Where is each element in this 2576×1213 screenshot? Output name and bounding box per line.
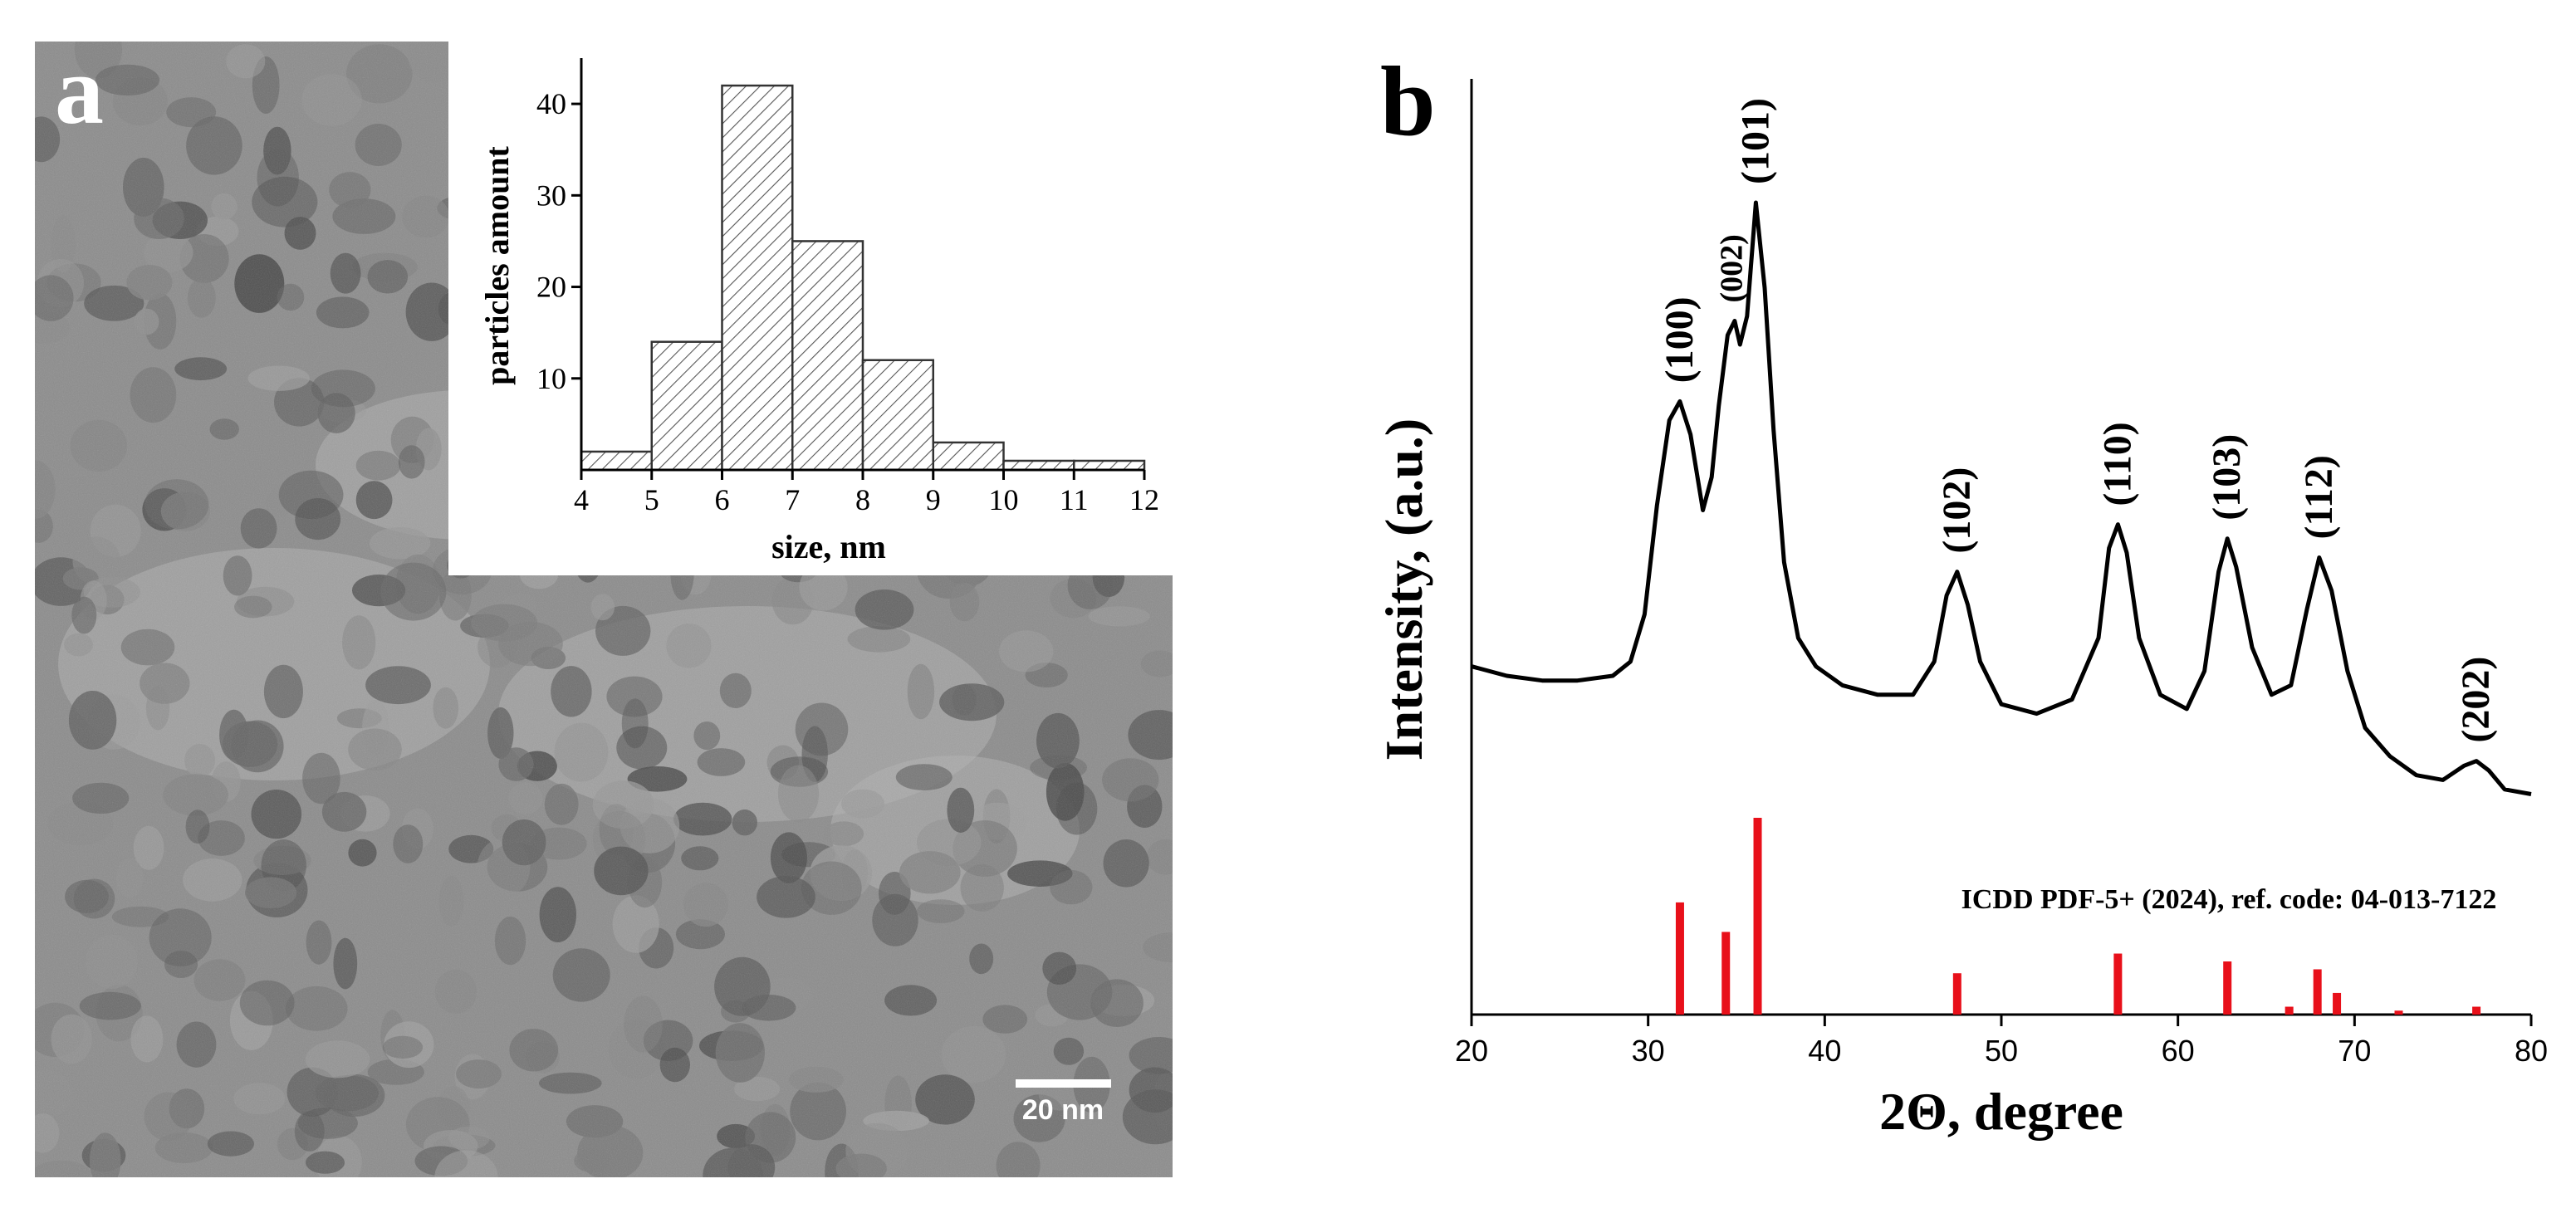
- reference-lines: [1675, 818, 2481, 1015]
- xrd-x-ticks: 20 30 40 50 60 70 80: [1455, 1015, 2548, 1068]
- histogram-bar: [580, 450, 653, 472]
- hist-x-label: size, nm: [771, 528, 886, 565]
- peak-label: (110): [2095, 422, 2139, 506]
- reference-line: [1721, 932, 1731, 1015]
- peak-labels: (100) (002) (101) (102) (110) (103) (112) (202): [1658, 98, 2498, 743]
- xrd-x-tick-label: 60: [2162, 1034, 2195, 1068]
- hist-x-tick-label: 9: [926, 483, 941, 516]
- reference-line: [2394, 1010, 2403, 1015]
- hist-y-tick-label: 20: [536, 271, 566, 304]
- histogram-bars: [580, 84, 1146, 472]
- xrd-x-label: 2Θ, degree: [1879, 1082, 2123, 1141]
- reference-line: [1952, 973, 1961, 1015]
- peak-label: (100): [1658, 296, 1702, 383]
- histogram-bar: [1073, 459, 1146, 472]
- hist-x-tick-label: 5: [644, 483, 659, 516]
- reference-line: [2113, 953, 2123, 1015]
- reference-line: [2223, 961, 2232, 1015]
- reference-line: [2472, 1006, 2481, 1015]
- peak-label: (103): [2205, 434, 2249, 521]
- size-histogram-inset: 4 5 6 7 8 9 10 11 12 10 20 30 40 size, nm particles…: [448, 42, 1173, 575]
- histogram-bar: [791, 240, 864, 472]
- hist-x-tick-label: 11: [1060, 483, 1089, 516]
- peak-label: (101): [1733, 98, 1777, 184]
- histogram-bar: [861, 359, 934, 472]
- xrd-pattern-line: [1471, 200, 2532, 796]
- histogram-bar: [721, 84, 794, 472]
- histogram-bar: [650, 340, 723, 472]
- peak-label: (112): [2297, 455, 2341, 539]
- histogram-bar: [932, 441, 1005, 472]
- xrd-x-tick-label: 40: [1808, 1034, 1841, 1068]
- histogram-bar: [1002, 459, 1075, 472]
- peak-label: (102): [1935, 467, 1979, 554]
- reference-line: [2285, 1006, 2294, 1015]
- scale-bar-label: 20 nm: [1022, 1094, 1104, 1126]
- panel-b-label: b: [1380, 46, 1436, 156]
- peak-label: (202): [2454, 657, 2498, 743]
- reference-label: ICDD PDF-5+ (2024), ref. code: 04-013-71…: [1961, 884, 2497, 915]
- hist-x-tick-label: 4: [574, 483, 589, 516]
- peak-label: (002): [1715, 234, 1750, 302]
- xrd-x-tick-label: 80: [2515, 1034, 2548, 1068]
- hist-y-tick-label: 40: [536, 87, 566, 120]
- hist-x-ticks: 4 5 6 7 8 9 10 11 12: [574, 470, 1159, 516]
- hist-y-ticks: 10 20 30 40: [536, 87, 581, 395]
- hist-x-tick-label: 7: [785, 483, 800, 516]
- hist-x-tick-label: 12: [1129, 483, 1159, 516]
- xrd-y-label: Intensity, (a.u.): [1374, 418, 1433, 761]
- hist-x-tick-label: 8: [855, 483, 870, 516]
- hist-y-tick-label: 30: [536, 179, 566, 212]
- hist-y-label: particles amount: [478, 145, 516, 384]
- xrd-x-tick-label: 30: [1632, 1034, 1665, 1068]
- reference-line: [2313, 969, 2322, 1015]
- panel-a: a 20 nm 4 5 6 7 8 9 10 11 12 10 20 30 40 size, nm p…: [35, 36, 1173, 1177]
- xrd-x-tick-label: 20: [1455, 1034, 1488, 1068]
- hist-x-tick-label: 6: [715, 483, 730, 516]
- panel-a-label: a: [55, 36, 104, 144]
- reference-line: [1675, 902, 1684, 1015]
- scale-bar: [1016, 1079, 1111, 1088]
- hist-y-tick-label: 10: [536, 362, 566, 395]
- xrd-x-tick-label: 50: [1985, 1034, 2018, 1068]
- hist-x-tick-label: 10: [989, 483, 1019, 516]
- reference-line: [1753, 818, 1762, 1015]
- xrd-x-tick-label: 70: [2338, 1034, 2371, 1068]
- reference-line: [2333, 992, 2342, 1015]
- panel-b: b 20 30 40 50 60 70 80 (100) (002) (101) (102) (11…: [1374, 46, 2548, 1141]
